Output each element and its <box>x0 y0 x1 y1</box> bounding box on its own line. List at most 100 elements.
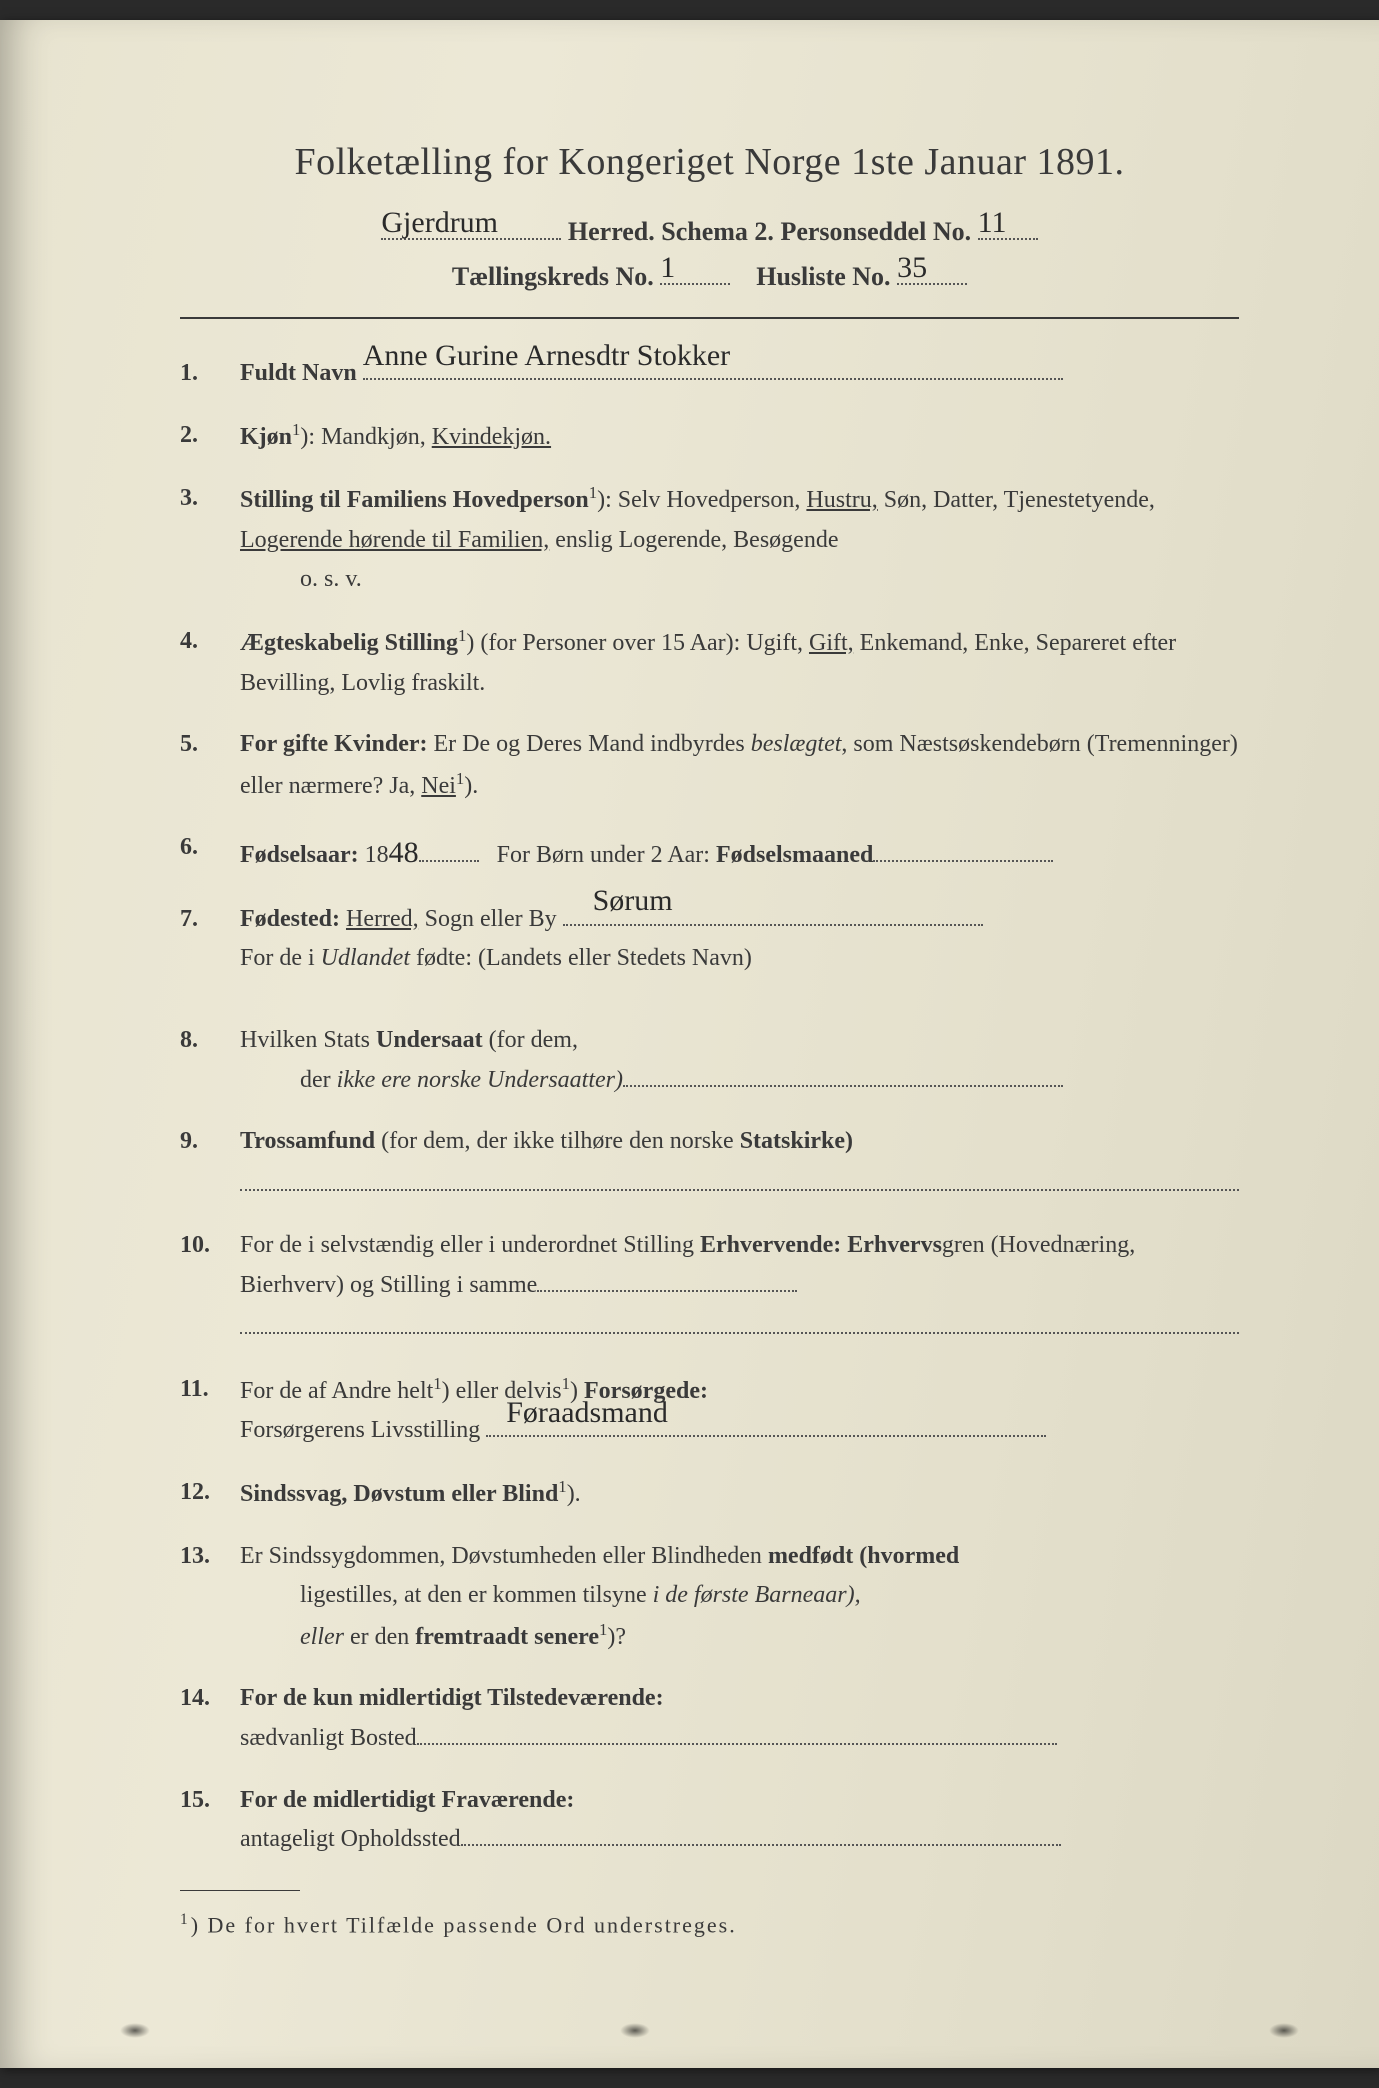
entry-body: Hvilken Stats Undersaat (for dem, der ik… <box>240 1021 1239 1100</box>
e10-dots2 <box>240 1305 1239 1334</box>
e8-text2: (for dem, <box>483 1027 578 1053</box>
entry-num: 4. <box>180 622 240 703</box>
e8-italic1: ikke ere norske Undersaatter) <box>337 1067 623 1093</box>
aegte-label: Ægteskabelig Stilling <box>240 630 458 656</box>
fodested-field: Sørum <box>563 902 983 926</box>
e13-bold2: fremtraadt senere <box>415 1624 599 1650</box>
e10-text1: For de i selvstændig eller i underordnet… <box>240 1232 700 1258</box>
gifte-text1: Er De og Deres Mand indbyrdes <box>428 731 751 757</box>
personseddel-label: Personseddel No. <box>780 217 971 246</box>
entry-body: For de midlertidigt Fraværende: antageli… <box>240 1781 1239 1860</box>
entry-num: 3. <box>180 479 240 600</box>
entry-num: 5. <box>180 725 240 806</box>
e15-text1: antageligt Opholdssted <box>240 1826 461 1852</box>
stilling-sel2: Logerende hørende til Familien, <box>240 527 549 553</box>
e14-text1: sædvanligt Bosted <box>240 1725 417 1751</box>
trossamfund-label: Trossamfund <box>240 1128 375 1154</box>
e13-text3: er den <box>344 1624 415 1650</box>
e10-bold1: Erhvervende: Erhvervs <box>700 1232 942 1258</box>
fuldt-navn-value: Anne Gurine Arnesdtr Stokker <box>363 331 730 381</box>
entry-num: 14. <box>180 1679 240 1758</box>
fodested-value: Sørum <box>593 876 673 926</box>
fodested-text3: fødte: (Landets eller Stedets Navn) <box>410 945 752 971</box>
stilling-label: Stilling til Familiens Hovedperson <box>240 487 589 513</box>
entry-body: Trossamfund (for dem, der ikke tilhøre d… <box>240 1122 1239 1204</box>
entry-12: 12. Sindssvag, Døvstum eller Blind1). <box>180 1473 1239 1515</box>
e9-text1: (for dem, der ikke tilhøre den norske <box>375 1128 740 1154</box>
entry-num: 9. <box>180 1122 240 1204</box>
e8-text3: der <box>300 1067 337 1093</box>
e14-dots <box>417 1721 1057 1745</box>
year-prefix: 18 <box>359 842 389 868</box>
herred-label: Herred. <box>568 217 655 246</box>
personseddel-value: 11 <box>978 206 1007 240</box>
fodested-text2: For de i <box>240 945 321 971</box>
ink-smudge <box>1269 2023 1299 2038</box>
e11-text1: For de af Andre helt <box>240 1378 433 1404</box>
fuldt-navn-label: Fuldt Navn <box>240 360 357 386</box>
e9-dots <box>240 1162 1239 1191</box>
entry-body: Fødselsaar: 1848 For Børn under 2 Aar: F… <box>240 828 1239 878</box>
e8-line2: der ikke ere norske Undersaatter) <box>240 1061 623 1101</box>
entry-14: 14. For de kun midlertidigt Tilstedevære… <box>180 1679 1239 1758</box>
fodested-text1: Sogn eller By <box>419 906 557 932</box>
e13-italic1: i de første Barneaar), <box>653 1582 861 1608</box>
fodested-label: Fødested: <box>240 906 340 932</box>
entry-2: 2. Kjøn1): Mandkjøn, Kvindekjøn. <box>180 416 1239 458</box>
footnote-sup: 1 <box>180 1911 191 1928</box>
entry-num: 11. <box>180 1370 240 1451</box>
header-line-1: Gjerdrum Herred. Schema 2. Personseddel … <box>180 214 1239 247</box>
e13-text2: ligestilles, at den er kommen tilsyne <box>300 1582 653 1608</box>
kreds-field: 1 <box>660 259 730 285</box>
entry-num: 8. <box>180 1021 240 1100</box>
sup-marker: 1 <box>589 483 597 502</box>
e12-label: Sindssvag, Døvstum eller Blind <box>240 1481 558 1507</box>
stilling-text1: ): Selv Hovedperson, <box>597 487 806 513</box>
e12-text: ). <box>567 1481 581 1507</box>
footnote-rule <box>180 1890 300 1891</box>
entry-body: Sindssvag, Døvstum eller Blind1). <box>240 1473 1239 1515</box>
stilling-text3: enslig Logerende, Besøgende <box>549 527 838 553</box>
entry-7: 7. Fødested: Herred, Sogn eller By Sørum… <box>180 900 1239 979</box>
kreds-label: Tællingskreds No. <box>452 262 654 291</box>
entry-body: For de kun midlertidigt Tilstedeværende:… <box>240 1679 1239 1758</box>
gifte-sel: Nei <box>421 773 456 799</box>
fodested-sel: Herred, <box>346 906 419 932</box>
e15-dots <box>461 1822 1061 1846</box>
e11-field: Føraadsmand <box>486 1413 1046 1437</box>
e13-line3: eller er den fremtraadt senere1)? <box>240 1624 626 1650</box>
aegte-text1: ) (for Personer over 15 Aar): Ugift, <box>466 630 809 656</box>
census-form-page: Folketælling for Kongeriget Norge 1ste J… <box>0 20 1379 2068</box>
fuldt-navn-field: Anne Gurine Arnesdtr Stokker <box>363 356 1063 380</box>
gifte-italic1: beslægtet <box>751 731 842 757</box>
entry-1: 1. Fuldt Navn Anne Gurine Arnesdtr Stokk… <box>180 354 1239 394</box>
e13-text4: )? <box>607 1624 626 1650</box>
aegte-sel: Gift, <box>809 630 854 656</box>
year-dots <box>419 838 479 862</box>
e8-text1: Hvilken Stats <box>240 1027 376 1053</box>
e8-dots <box>623 1063 1063 1087</box>
gifte-text3: ). <box>464 773 478 799</box>
sup-marker: 1 <box>433 1374 441 1393</box>
born-text: For Børn under 2 Aar: <box>497 842 716 868</box>
e8-bold1: Undersaat <box>376 1027 483 1053</box>
entry-body: For gifte Kvinder: Er De og Deres Mand i… <box>240 725 1239 806</box>
ink-smudge <box>120 2023 150 2038</box>
entry-15: 15. For de midlertidigt Fraværende: anta… <box>180 1781 1239 1860</box>
fodselsmaaned-label: Fødselsmaaned <box>716 842 873 868</box>
stilling-text4: o. s. v. <box>240 560 1239 600</box>
entry-num: 7. <box>180 900 240 979</box>
entry-8: 8. Hvilken Stats Undersaat (for dem, der… <box>180 1021 1239 1100</box>
entry-body: For de i selvstændig eller i underordnet… <box>240 1226 1239 1348</box>
e10-dots1 <box>537 1268 797 1292</box>
gifte-label: For gifte Kvinder: <box>240 731 428 757</box>
footnote-text: ) De for hvert Tilfælde passende Ord und… <box>191 1912 737 1937</box>
ink-smudge <box>620 2023 650 2038</box>
entry-13: 13. Er Sindssygdommen, Døvstumheden elle… <box>180 1537 1239 1658</box>
year-value: 48 <box>389 836 419 869</box>
fodselsaar-label: Fødselsaar: <box>240 842 359 868</box>
entry-num: 15. <box>180 1781 240 1860</box>
entry-4: 4. Ægteskabelig Stilling1) (for Personer… <box>180 622 1239 703</box>
husliste-label: Husliste No. <box>756 262 890 291</box>
entry-body: Fuldt Navn Anne Gurine Arnesdtr Stokker <box>240 354 1239 394</box>
